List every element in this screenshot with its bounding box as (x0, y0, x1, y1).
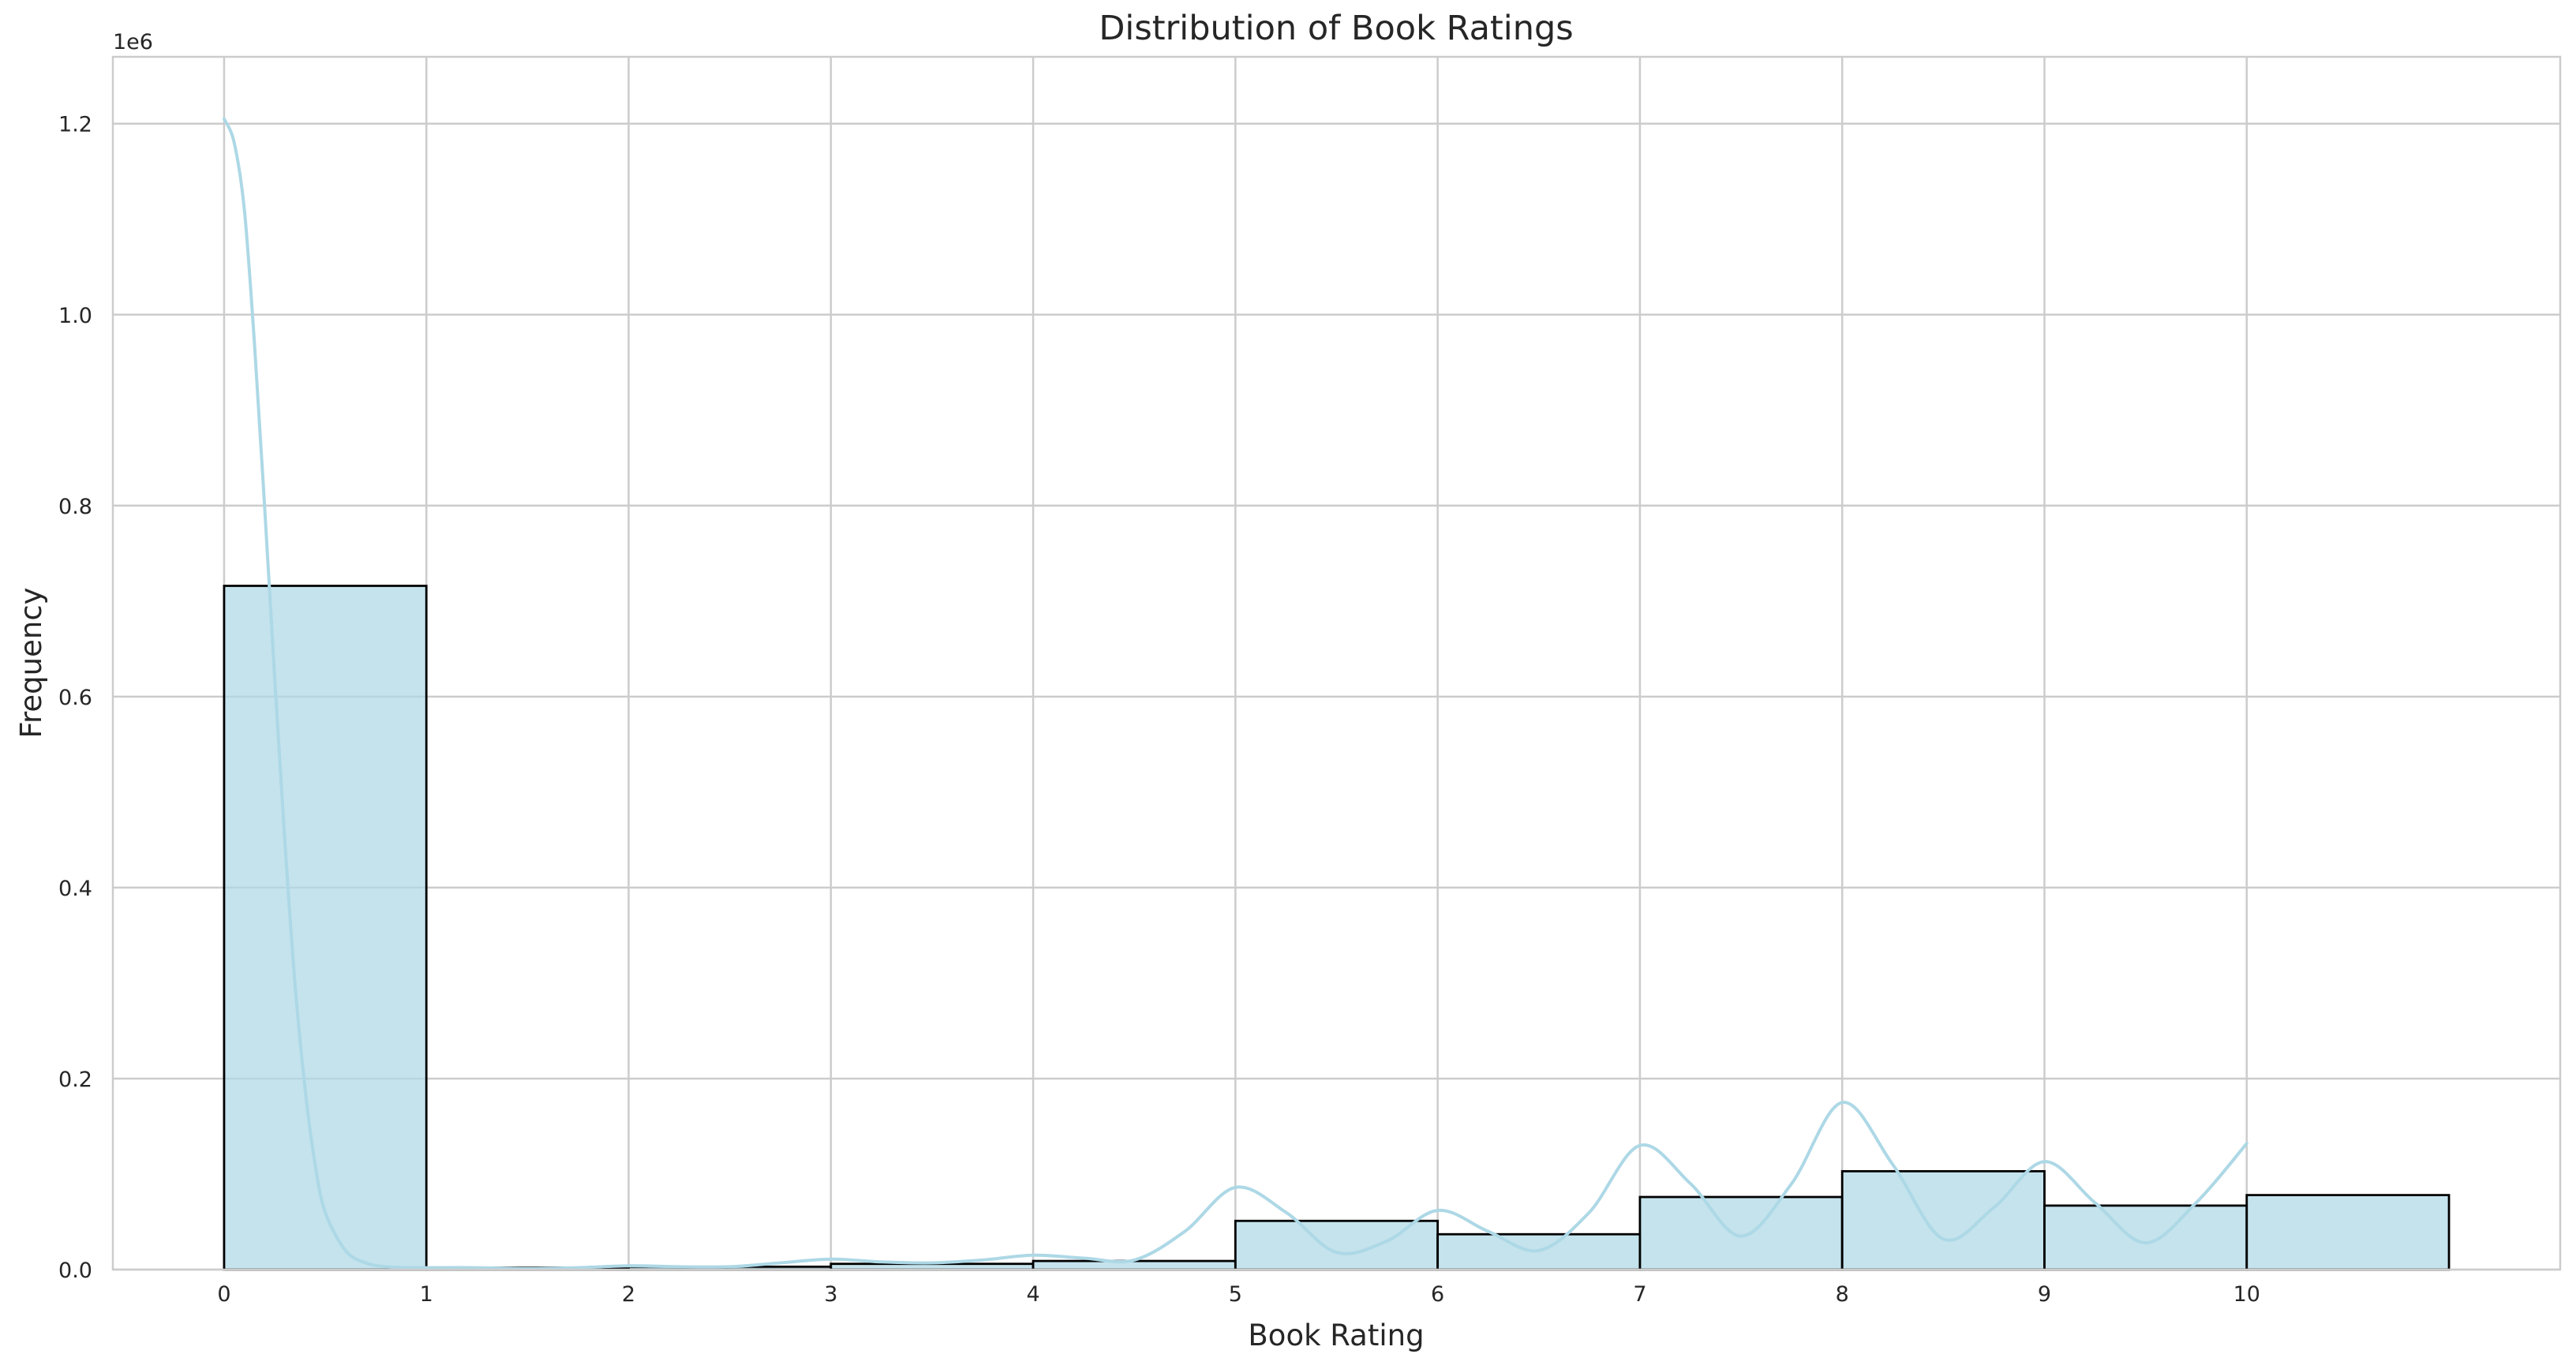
y-tick-label-2: 0.4 (58, 877, 92, 901)
histogram-bar-10 (2245, 1194, 2451, 1271)
x-tick-labels: 0 1 2 3 4 5 6 7 8 9 10 (217, 1282, 2260, 1307)
x-axis-label: Book Rating (1248, 1319, 1424, 1352)
y-tick-label-0: 0.0 (58, 1259, 92, 1283)
y-axis-label: Frequency (14, 587, 48, 738)
histogram-bar-7 (1638, 1195, 1844, 1271)
x-tick-label-3: 3 (824, 1282, 837, 1307)
histogram-bar-4 (1032, 1259, 1237, 1271)
x-tick-label-7: 7 (1633, 1282, 1646, 1307)
y-tick-labels: 0.0 0.2 0.4 0.6 0.8 1.0 1.2 (58, 113, 92, 1283)
x-tick-label-6: 6 (1431, 1282, 1444, 1307)
x-tick-label-2: 2 (622, 1282, 635, 1307)
x-tick-label-8: 8 (1836, 1282, 1849, 1307)
x-tick-label-5: 5 (1229, 1282, 1242, 1307)
x-tick-label-10: 10 (2233, 1282, 2260, 1307)
y-tick-label-1: 0.2 (58, 1068, 92, 1092)
plot-frame (111, 55, 2562, 1271)
y-axis-offset-label: 1e6 (113, 30, 153, 54)
chart-title: Distribution of Book Ratings (1099, 9, 1573, 48)
y-tick-label-6: 1.2 (58, 113, 92, 137)
plot-background (113, 57, 2560, 1270)
histogram-bar-0 (223, 585, 428, 1271)
kde-line (223, 117, 2248, 1270)
histogram-bar-9 (2043, 1204, 2248, 1271)
x-tick-label-9: 9 (2038, 1282, 2051, 1307)
x-tick-label-0: 0 (217, 1282, 230, 1307)
x-tick-label-1: 1 (420, 1282, 433, 1307)
x-tick-label-4: 4 (1026, 1282, 1039, 1307)
kde-curve (223, 117, 2248, 1270)
y-tick-label-4: 0.8 (58, 495, 92, 519)
y-tick-label-3: 0.6 (58, 686, 92, 710)
y-tick-label-5: 1.0 (58, 304, 92, 328)
